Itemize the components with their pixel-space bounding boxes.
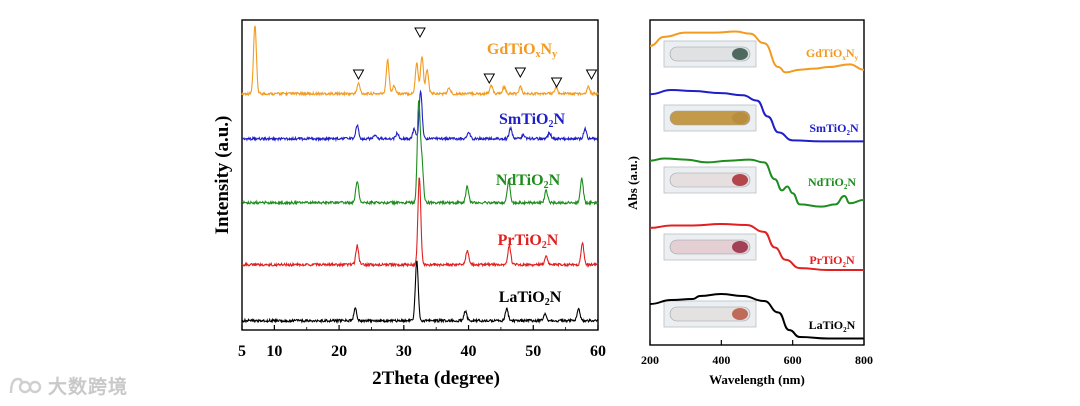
uvvis-chart: GdTiOxNy SmTiO2N NdTiO2N PrTiO2N LaTiO2N 200… <box>625 19 873 387</box>
uvvis-series-group <box>649 30 865 340</box>
sample-powder-0 <box>732 48 748 60</box>
xrd-plot-frame <box>241 19 599 331</box>
sample-tube-1 <box>669 110 751 126</box>
uvvis-tick-label: 800 <box>855 353 873 367</box>
watermark-logo-icon <box>9 377 42 393</box>
sample-tube-0 <box>669 46 751 62</box>
uvvis-x-ticks: 200 400 600 800 <box>641 340 873 367</box>
xrd-tick-label: 10 <box>266 343 282 360</box>
xrd-tick-label: 5 <box>238 343 246 360</box>
watermark: 大数跨境 <box>8 372 128 399</box>
xrd-series-group <box>241 25 599 324</box>
xrd-peak-marker <box>550 77 563 89</box>
xrd-series-label-4: LaTiO2N <box>499 289 562 308</box>
xrd-series-line-3 <box>241 177 599 268</box>
xrd-series-label-0: GdTiOxNy <box>487 41 557 60</box>
uvvis-sample-photos <box>663 40 757 328</box>
uvvis-series-label-0: GdTiOxNy <box>806 46 859 62</box>
sample-powder-3 <box>732 241 748 253</box>
sample-tube-3 <box>669 239 751 255</box>
uvvis-tick-label: 600 <box>784 353 802 367</box>
xrd-peak-marker <box>352 69 365 81</box>
sample-powder-2 <box>732 174 748 186</box>
uvvis-series-line-4 <box>649 292 864 340</box>
uvvis-series-line-2 <box>649 157 865 208</box>
xrd-peak-marker <box>585 69 598 81</box>
uvvis-tick-label: 400 <box>712 353 730 367</box>
uvvis-series-label-3: PrTiO2N <box>809 253 855 269</box>
xrd-y-axis-title: Intensity (a.u.) <box>212 116 233 235</box>
uvvis-series-label-1: SmTiO2N <box>809 121 859 137</box>
uvvis-series-label-4: LaTiO2N <box>809 318 856 334</box>
sample-tube-2 <box>669 172 751 188</box>
uvvis-series-labels: GdTiOxNy SmTiO2N NdTiO2N PrTiO2N LaTiO2N <box>806 46 859 334</box>
xrd-series-line-2 <box>241 100 599 207</box>
uvvis-x-axis-title: Wavelength (nm) <box>709 372 805 387</box>
xrd-tick-label: 40 <box>461 343 477 360</box>
xrd-series-line-1 <box>241 89 599 143</box>
xrd-series-label-1: SmTiO2N <box>499 111 566 130</box>
xrd-x-axis-title: 2Theta (degree) <box>372 368 500 389</box>
xrd-peak-marker <box>514 67 527 79</box>
uvvis-y-axis-title: Abs (a.u.) <box>625 156 640 210</box>
uvvis-series-line-0 <box>649 30 865 74</box>
xrd-series-labels: GdTiOxNy SmTiO2N NdTiO2N PrTiO2N LaTiO2N <box>487 41 566 308</box>
xrd-tick-label: 20 <box>331 343 347 360</box>
sample-tube-4 <box>669 306 751 322</box>
sample-powder-4 <box>732 308 748 320</box>
xrd-series-label-3: PrTiO2N <box>498 232 559 251</box>
xrd-peak-marker <box>414 27 426 39</box>
sample-powder-1 <box>732 112 748 124</box>
xrd-tick-label: 30 <box>396 343 412 360</box>
uvvis-tick-label: 200 <box>641 353 659 367</box>
xrd-series-line-4 <box>241 260 599 324</box>
xrd-peak-marker <box>483 73 496 85</box>
uvvis-plot-frame <box>649 19 865 346</box>
uvvis-series-line-1 <box>649 88 864 143</box>
xrd-peak-markers <box>352 27 598 89</box>
xrd-x-ticks: 5 10 20 30 40 50 60 <box>238 325 606 360</box>
xrd-tick-label: 60 <box>590 343 606 360</box>
xrd-tick-label: 50 <box>525 343 541 360</box>
xrd-chart: GdTiOxNy SmTiO2N NdTiO2N PrTiO2N LaTiO2N 5 10… <box>212 19 606 389</box>
xrd-series-line-0 <box>241 25 599 98</box>
xrd-series-label-2: NdTiO2N <box>496 172 561 191</box>
uvvis-series-line-3 <box>649 222 864 272</box>
uvvis-series-label-2: NdTiO2N <box>808 175 856 191</box>
watermark-text: 大数跨境 <box>48 376 129 398</box>
